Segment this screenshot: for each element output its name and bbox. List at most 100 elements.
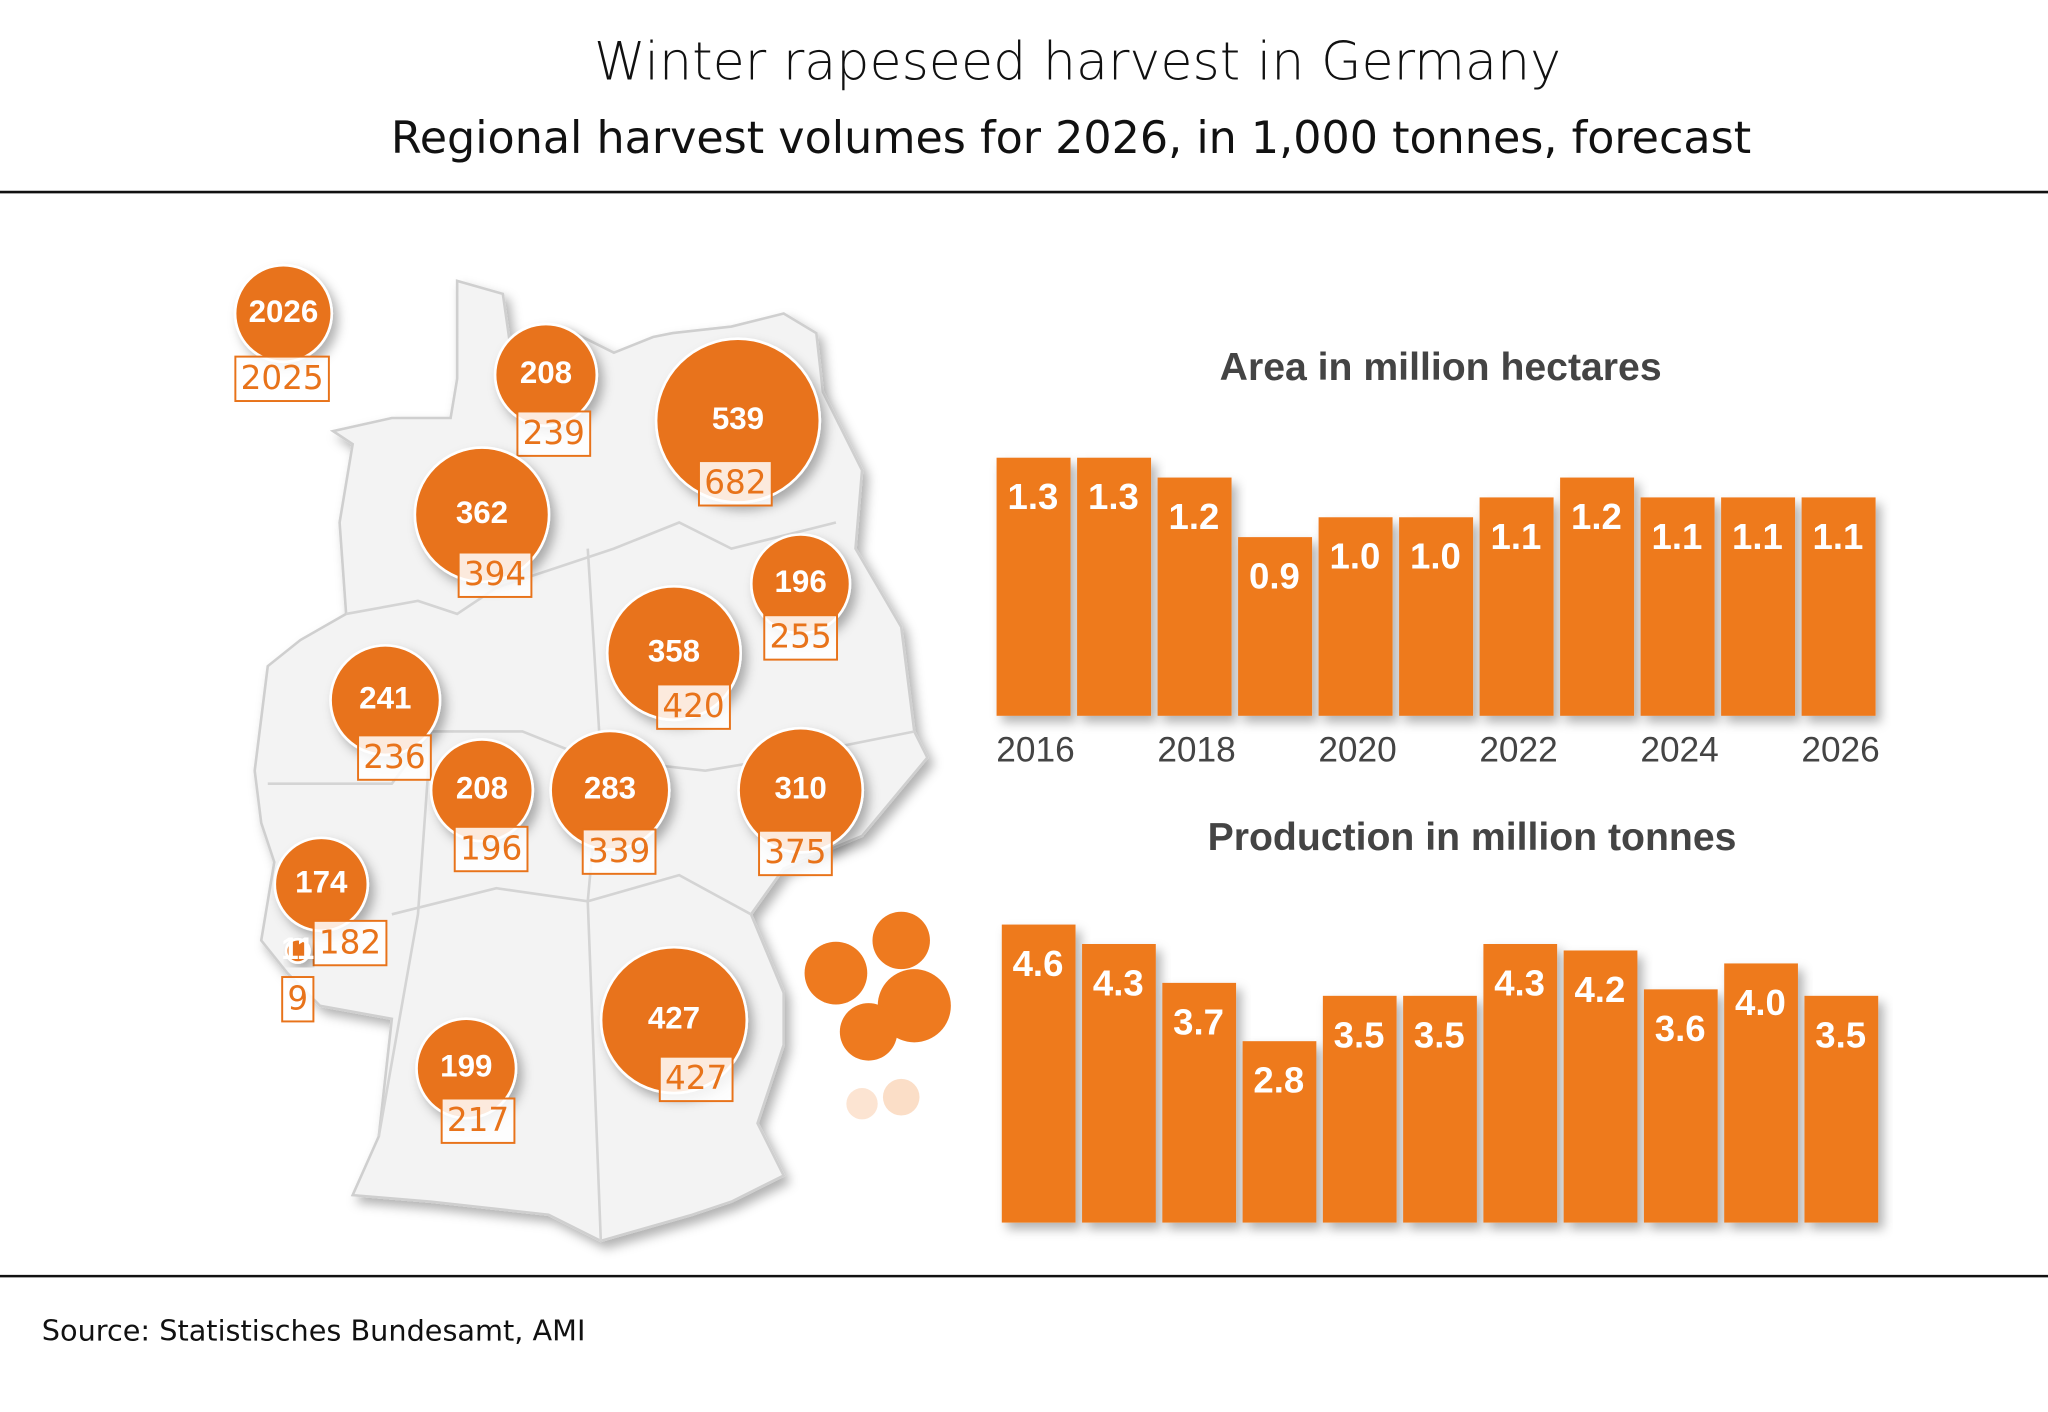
bar <box>1643 989 1718 1223</box>
previous-box <box>516 410 592 457</box>
source: Source: Statistisches Bundesamt, AMI <box>42 1313 586 1347</box>
bubble-label: 358 <box>648 633 700 668</box>
value-label: 4.2 <box>1574 969 1625 1010</box>
bubble-label: 199 <box>440 1049 492 1084</box>
bar <box>1322 995 1397 1223</box>
x-tick-label: 2020 <box>1318 731 1396 770</box>
title: Winter rapeseed harvest in Germany <box>594 32 1561 92</box>
bar <box>1801 497 1876 716</box>
x-tick-label: 2026 <box>1801 731 1879 770</box>
bar <box>1721 497 1796 716</box>
value-label: 4.3 <box>1494 962 1545 1003</box>
x-tick-label: 2016 <box>996 731 1074 770</box>
previous-label: 420 <box>662 687 724 725</box>
previous-box <box>234 355 330 402</box>
bar <box>1001 924 1076 1223</box>
bubble-label: 427 <box>648 1000 700 1035</box>
previous-box <box>357 734 432 781</box>
bar <box>1563 950 1638 1223</box>
bar <box>1238 537 1313 716</box>
previous-box <box>658 1055 734 1103</box>
bubble-label: 208 <box>456 771 508 806</box>
previous-box <box>440 1097 516 1144</box>
flower-decoration <box>804 911 951 1120</box>
previous-label: 239 <box>523 414 585 452</box>
bar <box>1724 963 1798 1223</box>
value-label: 3.5 <box>1414 1014 1465 1055</box>
previous-box <box>697 460 773 507</box>
value-label: 3.6 <box>1655 1008 1706 1049</box>
previous-label: 255 <box>769 618 831 656</box>
bar <box>1242 1041 1317 1223</box>
value-label: 1.1 <box>1491 516 1542 557</box>
bar <box>1082 944 1156 1223</box>
previous-box <box>281 976 315 1023</box>
value-label: 1.1 <box>1652 516 1703 557</box>
previous-label: 182 <box>319 923 381 961</box>
x-tick-label: 2024 <box>1640 731 1718 770</box>
value-label: 3.7 <box>1173 1001 1224 1042</box>
previous-box <box>581 828 657 875</box>
previous-box <box>312 919 388 967</box>
value-label: 1.3 <box>1007 476 1058 517</box>
value-label: 1.0 <box>1330 536 1381 577</box>
previous-box <box>758 829 833 877</box>
previous-box <box>656 683 731 730</box>
chart-title: Area in million hectares <box>1220 346 1662 389</box>
previous-label: 375 <box>764 833 826 871</box>
bubble-label: 208 <box>520 355 572 390</box>
subtitle: Regional harvest volumes for 2026, in 1,… <box>391 113 1751 164</box>
value-label: 1.1 <box>1732 516 1783 557</box>
chart-layer: Area in million hectares 1.3 2016 1.3 1.2 201… <box>996 346 1880 1223</box>
bar <box>1479 497 1554 716</box>
bubble-label: 241 <box>359 680 411 715</box>
bubble-label: 310 <box>775 771 827 806</box>
bar <box>1804 995 1879 1223</box>
bubble-label: 2026 <box>249 294 319 329</box>
bar <box>1560 477 1635 716</box>
previous-label: 196 <box>460 829 522 867</box>
previous-label: 394 <box>464 555 526 593</box>
previous-label: 427 <box>665 1059 727 1097</box>
value-label: 1.2 <box>1169 496 1220 537</box>
value-label: 0.9 <box>1249 556 1300 597</box>
chart-title: Production in million tonnes <box>1208 816 1737 859</box>
bar <box>1318 517 1393 716</box>
previous-box <box>763 614 839 661</box>
x-tick-label: 2022 <box>1479 731 1557 770</box>
value-label: 1.3 <box>1088 476 1139 517</box>
map-layer: 2026 2025 208 239 539 682 362 394 196 255 358 420 24… <box>233 263 865 1144</box>
value-label: 4.6 <box>1013 943 1064 984</box>
bar <box>1077 457 1152 716</box>
bar <box>1483 944 1558 1223</box>
previous-label: 236 <box>363 738 425 776</box>
value-label: 1.1 <box>1813 516 1864 557</box>
previous-label: 682 <box>704 464 766 502</box>
bubble-label: 196 <box>775 564 827 599</box>
value-label: 1.2 <box>1571 496 1622 537</box>
value-label: 4.0 <box>1735 982 1786 1023</box>
x-tick-label: 2018 <box>1157 731 1235 770</box>
bar <box>1399 517 1474 716</box>
bubble-label: 11 <box>281 931 314 966</box>
value-label: 2.8 <box>1253 1060 1304 1101</box>
bar <box>1162 982 1237 1223</box>
bar <box>1157 477 1232 716</box>
bubble-label: 362 <box>456 495 508 530</box>
previous-label: 339 <box>588 832 650 870</box>
bar <box>1640 497 1715 716</box>
value-label: 3.5 <box>1334 1014 1385 1055</box>
bar <box>996 457 1071 716</box>
previous-label: 2025 <box>241 359 324 397</box>
previous-label: 9 <box>287 980 308 1018</box>
previous-box <box>453 825 529 873</box>
value-label: 4.3 <box>1093 962 1144 1003</box>
bubble-label: 174 <box>295 865 348 900</box>
previous-label: 217 <box>447 1101 509 1139</box>
value-label: 1.0 <box>1410 536 1461 577</box>
previous-box <box>457 551 533 598</box>
bubble <box>284 937 311 964</box>
bubble-label: 283 <box>584 771 636 806</box>
